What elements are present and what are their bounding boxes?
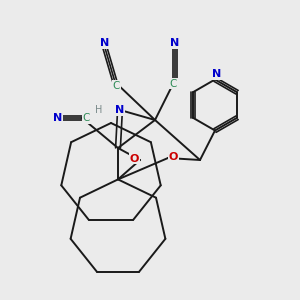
Text: O: O <box>169 152 178 161</box>
Text: O: O <box>130 154 139 164</box>
Text: N: N <box>170 38 180 49</box>
Text: C: C <box>83 113 90 123</box>
Text: N: N <box>53 113 62 123</box>
Text: N: N <box>116 105 124 115</box>
Text: C: C <box>113 81 120 91</box>
Text: C: C <box>170 79 177 88</box>
Text: N: N <box>212 69 221 79</box>
Text: H: H <box>95 105 102 115</box>
Text: N: N <box>100 38 109 49</box>
